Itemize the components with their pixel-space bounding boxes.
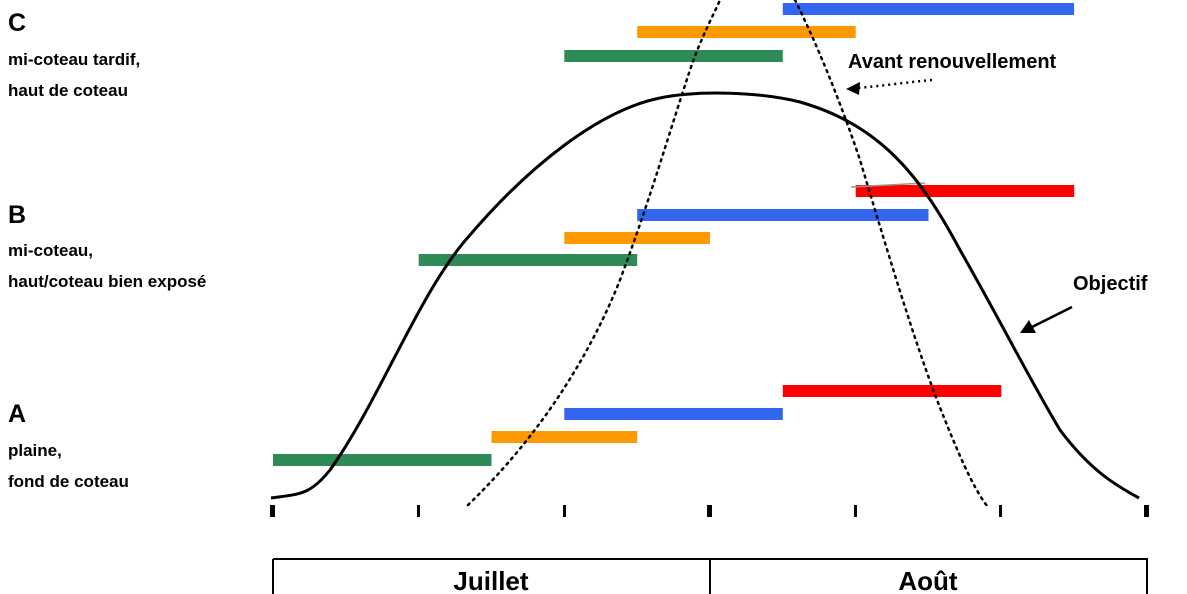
grey-tick-mark xyxy=(850,182,926,188)
group-b-letter: B xyxy=(8,201,26,229)
tick xyxy=(999,505,1002,517)
month-aout: Août xyxy=(898,566,958,594)
group-a-desc-line1: plaine, xyxy=(8,441,62,460)
bar-a-orange xyxy=(491,431,638,443)
bar-c-blue xyxy=(782,3,1075,15)
objective-curve xyxy=(270,91,1140,500)
objective-arrowhead xyxy=(1020,320,1036,333)
tick xyxy=(270,505,275,517)
bar-b-red xyxy=(855,185,1075,197)
group-c-letter: C xyxy=(8,9,26,37)
group-c-desc-line2: haut de coteau xyxy=(8,81,128,100)
month-band: Juillet Août xyxy=(272,558,1148,594)
before-renewal-pointer xyxy=(857,78,933,90)
bar-c-green xyxy=(564,50,783,62)
objective-label: Objectif xyxy=(1073,273,1148,295)
bar-b-blue xyxy=(637,209,929,221)
bar-c-orange xyxy=(637,26,856,38)
bar-b-green xyxy=(418,254,638,266)
objective-pointer xyxy=(1031,305,1073,329)
bar-a-red xyxy=(782,385,1002,397)
tick xyxy=(707,505,712,517)
bars-layer xyxy=(273,3,1075,466)
before-renewal-curve xyxy=(466,0,990,509)
group-a-letter: A xyxy=(8,400,26,428)
tick xyxy=(563,505,566,517)
tick xyxy=(854,505,857,517)
bar-a-blue xyxy=(564,408,783,420)
month-juillet: Juillet xyxy=(453,566,528,594)
bar-b-orange xyxy=(564,232,710,244)
group-b-desc-line1: mi-coteau, xyxy=(8,241,93,260)
tick xyxy=(417,505,420,517)
tick xyxy=(1144,505,1149,517)
bar-a-green xyxy=(273,454,492,466)
group-b-desc-line2: haut/coteau bien exposé xyxy=(8,272,206,291)
group-a-desc-line2: fond de coteau xyxy=(8,472,129,491)
before-renewal-arrowhead xyxy=(846,82,860,95)
group-c-desc-line1: mi-coteau tardif, xyxy=(8,50,140,69)
axis-ticks xyxy=(270,505,1149,517)
before-renewal-label: Avant renouvellement xyxy=(848,51,1057,73)
